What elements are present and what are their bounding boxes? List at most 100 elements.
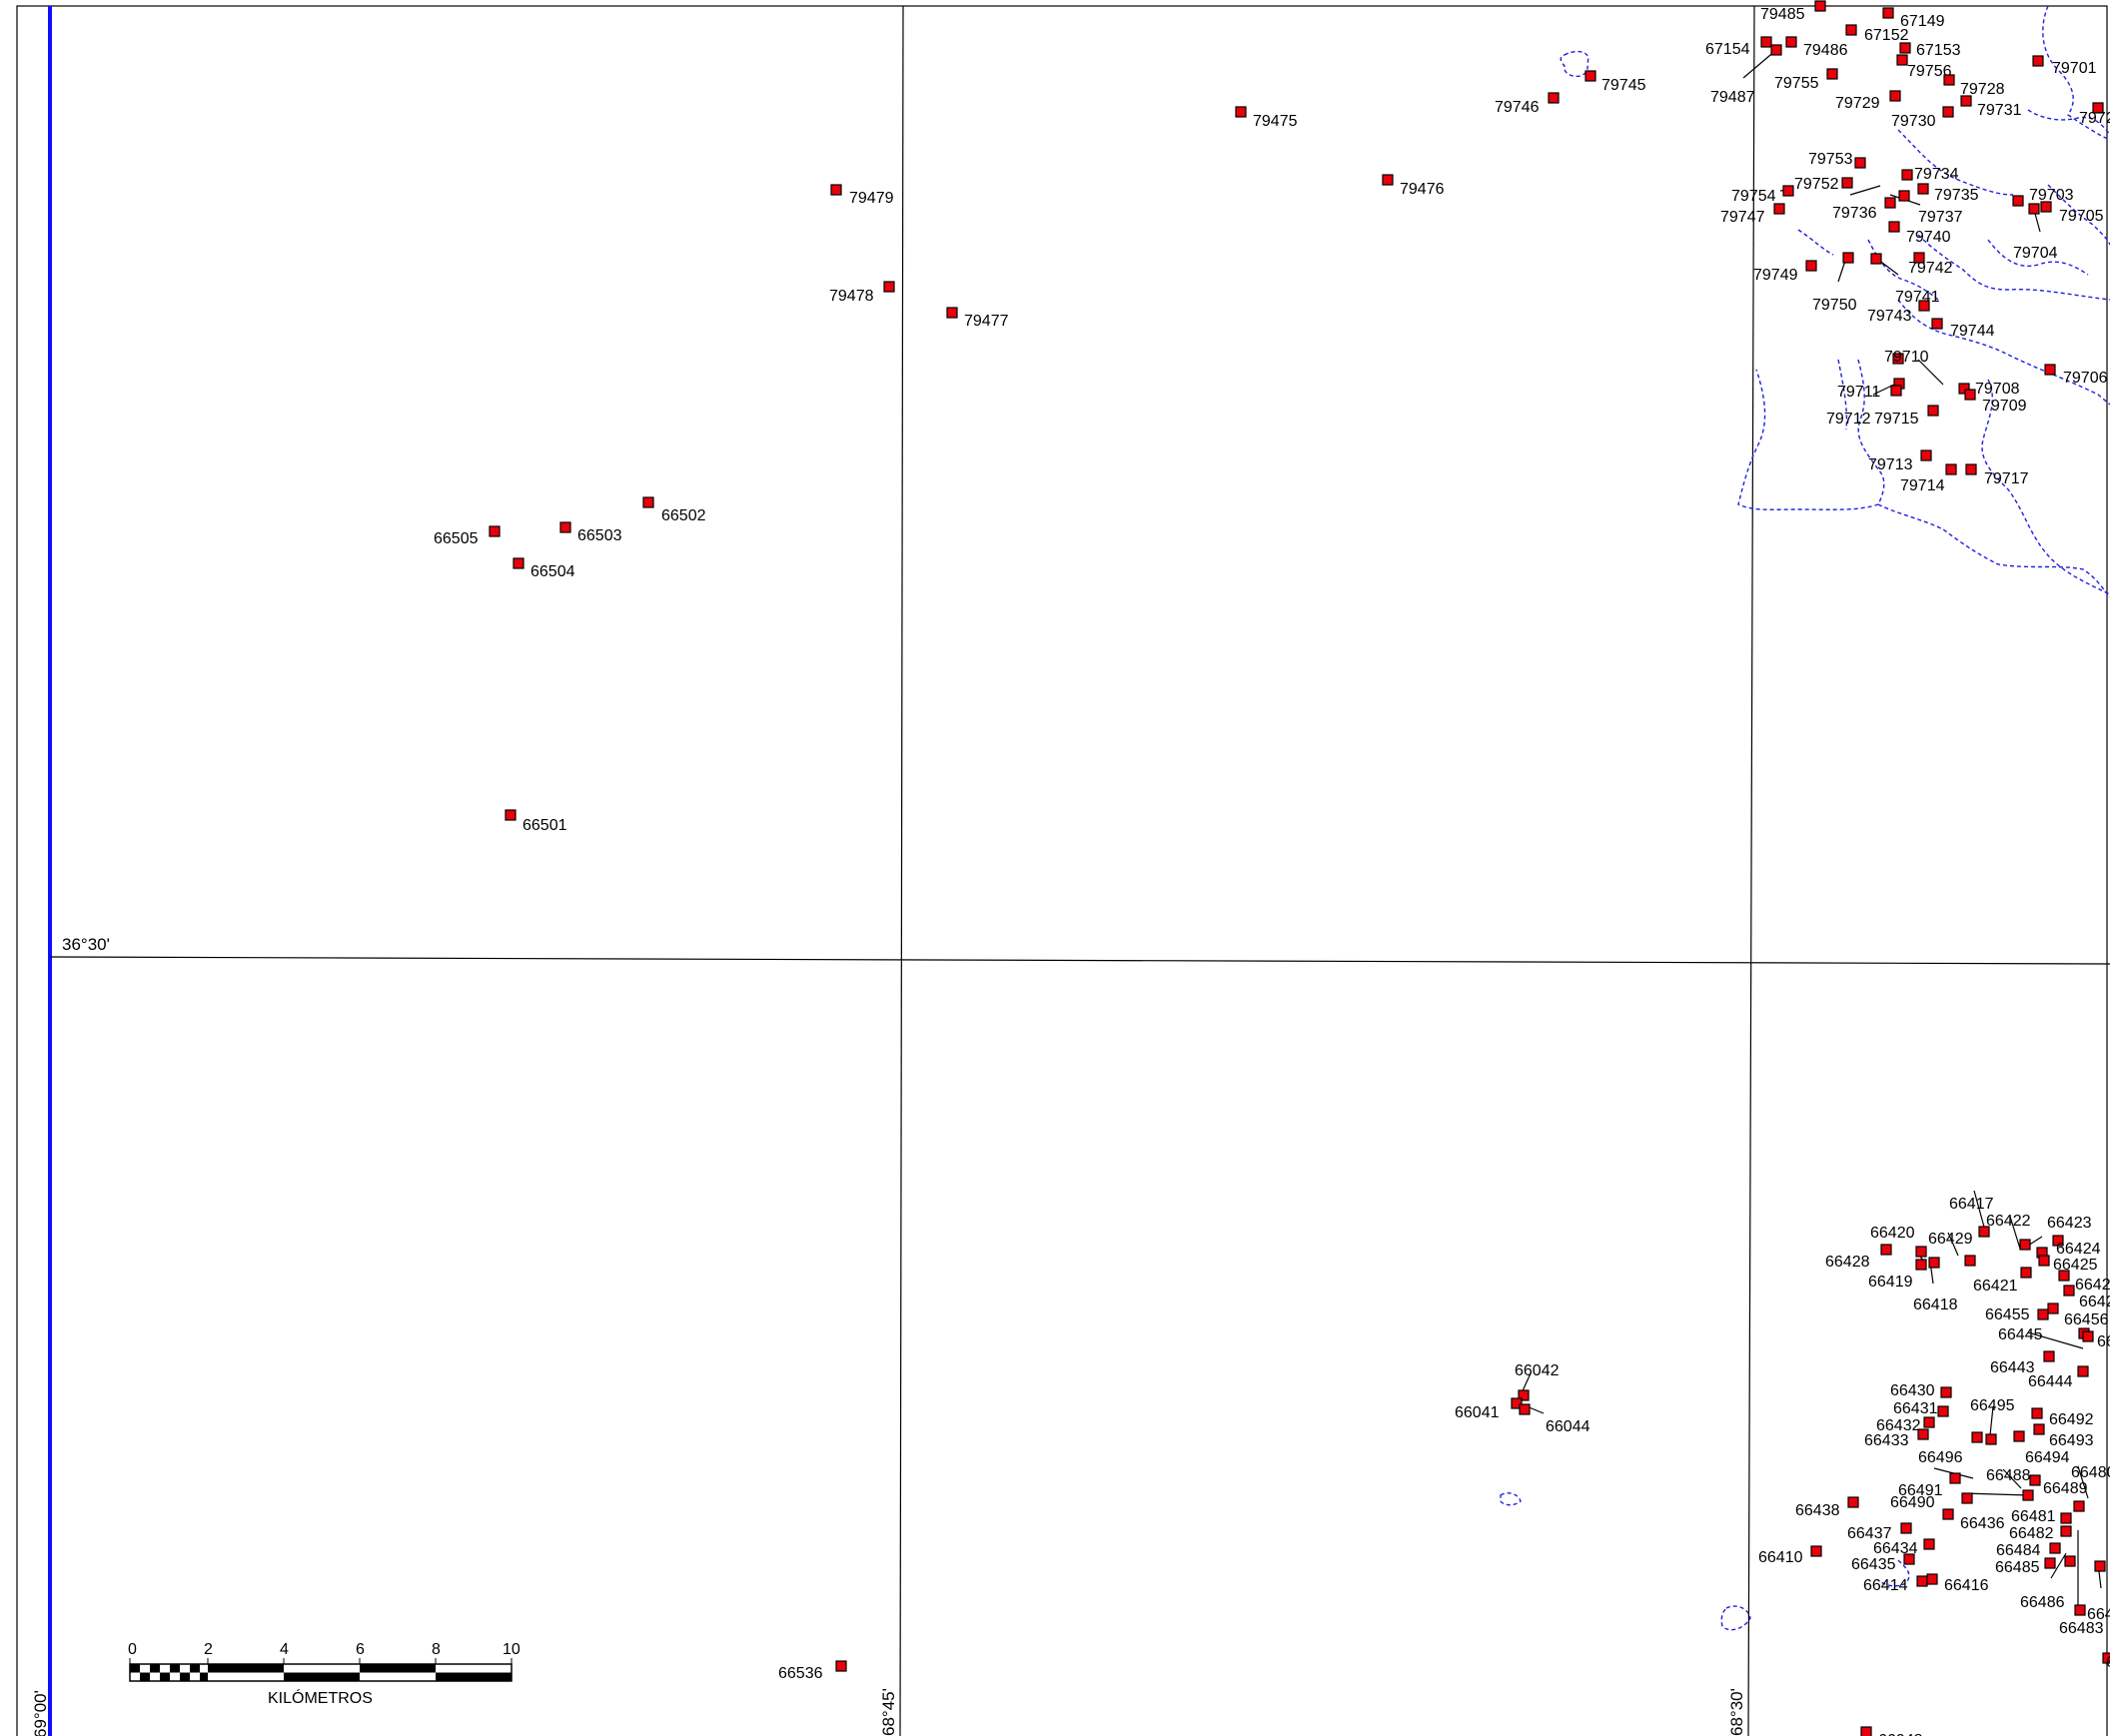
sample-point-marker[interactable] [1815, 1, 1825, 11]
sample-point-marker[interactable] [1965, 390, 1975, 400]
sample-point-marker[interactable] [1943, 107, 1953, 117]
sample-point-marker[interactable] [1883, 8, 1893, 18]
sample-point-marker[interactable] [2061, 1513, 2071, 1523]
sample-point-marker[interactable] [2044, 1351, 2054, 1361]
sample-point-marker[interactable] [1585, 71, 1595, 81]
sample-point-marker[interactable] [2014, 1431, 2024, 1441]
sample-point-marker[interactable] [1889, 222, 1899, 232]
sample-point-marker[interactable] [1928, 406, 1938, 416]
sample-point-marker[interactable] [2029, 204, 2039, 214]
sample-point-marker[interactable] [1904, 1554, 1914, 1564]
sample-point-marker[interactable] [1932, 319, 1942, 329]
sample-point-marker[interactable] [836, 1661, 846, 1671]
sample-point-marker[interactable] [2030, 1475, 2040, 1485]
sample-point-marker[interactable] [1965, 1256, 1975, 1266]
sample-point-marker[interactable] [2075, 1605, 2085, 1615]
sample-point-marker[interactable] [2083, 1331, 2093, 1341]
sample-point-marker[interactable] [2078, 1366, 2088, 1376]
sample-point-marker[interactable] [2045, 365, 2055, 375]
sample-point-marker[interactable] [1899, 191, 1909, 201]
sample-point-marker[interactable] [1916, 1260, 1926, 1270]
sample-point-marker[interactable] [1842, 178, 1852, 188]
sample-point-marker[interactable] [1774, 204, 1784, 214]
sample-point-marker[interactable] [1520, 1404, 1530, 1414]
sample-point-marker[interactable] [1961, 96, 1971, 106]
sample-point-marker[interactable] [2050, 1543, 2060, 1553]
sample-point-marker[interactable] [1861, 1727, 1871, 1736]
sample-point-marker[interactable] [1917, 1576, 1927, 1586]
sample-point-marker[interactable] [1855, 158, 1865, 168]
sample-point-marker[interactable] [1236, 107, 1246, 117]
sample-point-marker[interactable] [1927, 1574, 1937, 1584]
sample-point-marker[interactable] [2021, 1268, 2031, 1278]
sample-point-marker[interactable] [2032, 1408, 2042, 1418]
sample-point-marker[interactable] [2039, 1256, 2049, 1266]
sample-point-marker[interactable] [2033, 56, 2043, 66]
sample-point-marker[interactable] [1938, 1406, 1948, 1416]
sample-point-marker[interactable] [1897, 55, 1907, 65]
sample-point-marker[interactable] [643, 497, 653, 507]
sample-point-marker[interactable] [1786, 37, 1796, 47]
sample-point-marker[interactable] [1783, 186, 1793, 196]
sample-point-marker[interactable] [2061, 1526, 2071, 1536]
sample-point-marker[interactable] [1986, 1434, 1996, 1444]
sample-point-marker[interactable] [1811, 1546, 1821, 1556]
sample-point-marker[interactable] [1919, 301, 1929, 311]
sample-point-marker[interactable] [1806, 261, 1816, 271]
sample-point-marker[interactable] [1761, 37, 1771, 47]
sample-point-marker[interactable] [1944, 75, 1954, 85]
sample-point-marker[interactable] [2020, 1240, 2030, 1250]
sample-point-marker[interactable] [2095, 1561, 2105, 1571]
sample-point-marker[interactable] [2034, 1424, 2044, 1434]
sample-point-marker[interactable] [1924, 1539, 1934, 1549]
sample-point-marker[interactable] [1900, 43, 1910, 53]
sample-point-marker[interactable] [2059, 1271, 2069, 1281]
sample-point-marker[interactable] [506, 810, 516, 820]
sample-point-marker[interactable] [2013, 196, 2023, 206]
sample-point-marker[interactable] [1962, 1493, 1972, 1503]
sample-point-marker[interactable] [1901, 1523, 1911, 1533]
sample-point-marker[interactable] [1921, 450, 1931, 460]
sample-point-marker[interactable] [1885, 198, 1895, 208]
sample-point-marker[interactable] [1846, 25, 1856, 35]
sample-point-label: 66501 [523, 817, 567, 834]
sample-point-marker[interactable] [1890, 91, 1900, 101]
sample-point-marker[interactable] [1881, 1245, 1891, 1255]
sample-point-marker[interactable] [1941, 1387, 1951, 1397]
sample-point-marker[interactable] [560, 522, 570, 532]
sample-point-marker[interactable] [2038, 1309, 2048, 1319]
sample-point-marker[interactable] [1946, 464, 1956, 474]
sample-point-marker[interactable] [2065, 1556, 2075, 1566]
sample-point-marker[interactable] [1771, 45, 1781, 55]
sample-point-marker[interactable] [2041, 202, 2051, 212]
sample-point-marker[interactable] [947, 308, 957, 318]
sample-point-marker[interactable] [1924, 1417, 1934, 1427]
sample-point-marker[interactable] [1549, 93, 1559, 103]
sample-point-marker[interactable] [1916, 1247, 1926, 1257]
sample-point-marker[interactable] [1891, 386, 1901, 396]
sample-point-marker[interactable] [1871, 254, 1881, 264]
sample-point-marker[interactable] [1843, 253, 1853, 263]
sample-point-marker[interactable] [1902, 170, 1912, 180]
sample-point-marker[interactable] [1950, 1473, 1960, 1483]
sample-point-marker[interactable] [831, 185, 841, 195]
sample-point-marker[interactable] [2045, 1558, 2055, 1568]
sample-point-marker[interactable] [884, 282, 894, 292]
sample-point-label: 79712 [1826, 411, 1871, 428]
sample-point-marker[interactable] [1943, 1509, 1953, 1519]
sample-point-marker[interactable] [1918, 184, 1928, 194]
sample-point-marker[interactable] [490, 526, 500, 536]
sample-point-marker[interactable] [514, 558, 524, 568]
sample-point-marker[interactable] [2064, 1286, 2074, 1296]
sample-point-marker[interactable] [1827, 69, 1837, 79]
sample-point-marker[interactable] [1848, 1497, 1858, 1507]
sample-point-marker[interactable] [1966, 464, 1976, 474]
sample-point-marker[interactable] [1929, 1258, 1939, 1268]
sample-point-marker[interactable] [1918, 1429, 1928, 1439]
sample-point-label: 79704 [2013, 245, 2058, 262]
sample-point-marker[interactable] [2074, 1501, 2084, 1511]
sample-point-marker[interactable] [1383, 175, 1393, 185]
sample-point-marker[interactable] [2048, 1303, 2058, 1313]
sample-point-marker[interactable] [2023, 1490, 2033, 1500]
sample-point-marker[interactable] [1972, 1432, 1982, 1442]
